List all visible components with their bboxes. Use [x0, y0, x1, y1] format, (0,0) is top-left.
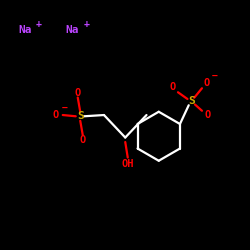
Text: −: − [62, 103, 68, 113]
Text: Na: Na [66, 25, 79, 35]
Text: S: S [77, 111, 84, 121]
Text: O: O [203, 78, 209, 88]
Text: O: O [75, 88, 81, 98]
Text: −: − [212, 71, 218, 81]
Text: Na: Na [18, 25, 32, 35]
Text: O: O [169, 82, 175, 92]
Text: +: + [83, 19, 89, 29]
Text: S: S [188, 96, 194, 106]
Text: O: O [80, 135, 86, 145]
Text: OH: OH [122, 159, 134, 169]
Text: O: O [204, 110, 210, 120]
Text: O: O [53, 110, 59, 120]
Text: +: + [36, 19, 42, 29]
